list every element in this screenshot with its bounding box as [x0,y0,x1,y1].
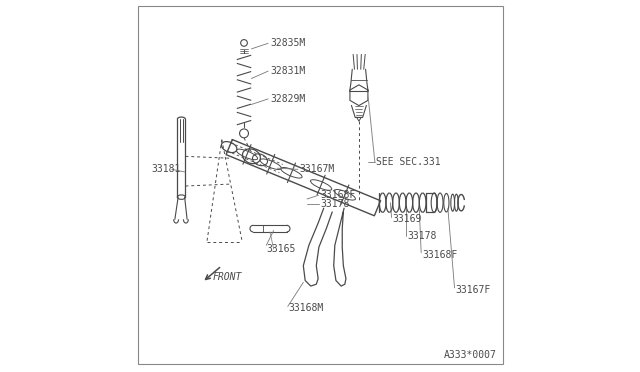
Text: 33167M: 33167M [300,164,335,174]
Text: 33178: 33178 [320,199,349,209]
Text: SEE SEC.331: SEE SEC.331 [376,157,441,167]
Text: 33165: 33165 [266,244,296,254]
Text: 33167F: 33167F [455,285,490,295]
Text: 33178: 33178 [407,231,436,241]
Text: A333*0007: A333*0007 [444,350,497,360]
Text: 33168M: 33168M [289,303,324,313]
Text: 32835M: 32835M [270,38,305,48]
Text: 32831M: 32831M [270,66,305,76]
Text: 33168F: 33168F [320,190,355,200]
Text: 33181: 33181 [152,164,180,174]
Text: 33169: 33169 [392,214,422,224]
Text: FRONT: FRONT [212,272,242,282]
Text: 32829M: 32829M [270,94,305,104]
Text: 33168F: 33168F [422,250,457,260]
